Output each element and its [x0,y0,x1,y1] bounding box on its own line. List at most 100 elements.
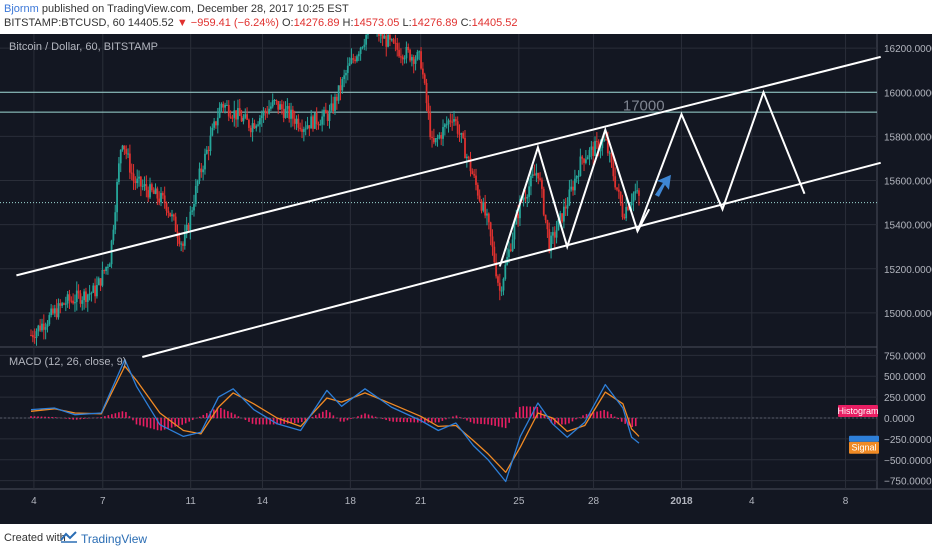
candle-body [200,168,203,173]
candle-body [158,198,161,203]
candle-body [165,203,168,211]
tradingview-brand[interactable]: TradingView [81,532,148,546]
chart-area[interactable]: 16400.000016200.000016000.000015800.0000… [0,34,932,524]
histogram-label: Histogram [837,406,878,416]
candle-body [553,232,556,238]
candle-body [178,237,181,244]
candle-body [337,85,340,101]
candle-body [273,100,276,102]
tradingview-logo-icon [60,531,77,543]
candle-body [566,205,569,209]
drawings: 17000 [16,55,881,358]
candle-body [467,156,470,159]
candle-body [572,186,574,191]
candle-body [623,217,626,219]
candle-body [156,188,159,199]
candle-body [581,156,584,159]
candle-body [495,262,498,277]
candle-body [469,158,472,172]
grid [0,34,932,524]
macd-label-bg [849,435,879,442]
price-chart-title: Bitcoin / Dollar, 60, BITSTAMP [9,41,158,53]
candle-body [411,57,413,61]
candle-body [443,124,446,128]
created-with-text: Created with [4,532,66,544]
candle-body [72,300,75,304]
candle-body [544,214,547,220]
low-value: 14276.89 [411,17,458,29]
candle-body [531,174,534,176]
candle-body [204,153,206,170]
candle-body [584,159,587,163]
candle-body [559,213,562,220]
candle-body [471,171,474,174]
low-label: L: [402,17,412,29]
candle-body [636,190,639,192]
candle-body [539,178,541,180]
candle-body [528,186,530,197]
candle-body [233,110,236,118]
publish-line: Bjornm published on TradingView.com, Dec… [4,3,349,15]
candle-body [251,123,254,133]
candle-body [526,196,529,199]
candle-body [280,104,283,110]
candle-body [90,292,93,294]
candle-body [478,195,481,202]
candle-body [299,127,302,130]
candle-body [268,108,270,114]
candle-body [568,189,571,206]
candle-body [522,197,525,201]
candle-body [218,107,221,118]
price-lines [0,91,877,204]
candle-body [185,224,188,235]
candle-body [196,180,199,186]
candle-body [456,121,459,134]
candle-body [321,116,324,125]
candle-body [328,110,331,121]
candle-body [123,145,126,150]
candle-body [264,110,267,113]
candle-body [356,56,358,62]
candle-body [326,113,329,121]
candle-body [231,117,234,119]
chart-svg[interactable]: 16400.000016200.000016000.000015800.0000… [0,34,932,524]
candle-body [194,185,197,204]
candle-body [149,184,151,198]
candle-body [154,188,157,194]
candle-body [52,308,54,314]
candle-body [304,128,307,130]
candle-body [605,139,607,141]
candle-body [86,294,89,303]
candle-body [161,193,164,196]
candle-body [88,293,91,295]
candle-body [583,158,585,163]
candle-body [112,229,115,241]
candle-body [590,146,593,150]
candle-body [143,184,146,186]
candle-body [310,116,313,129]
candle-body [533,174,536,176]
time-tick-label: 28 [588,496,600,507]
candle-body [248,119,250,128]
candle-body [432,138,435,143]
candle-body [361,46,364,48]
candle-body [535,172,538,176]
author-link[interactable]: Bjornm [4,3,39,15]
candle-body [291,109,294,119]
candle-body [418,51,421,53]
candle-body [108,264,111,267]
candle-body [453,119,455,122]
candle-body [48,315,51,325]
candle-body [489,222,492,237]
candle-body [497,276,499,283]
candle-body [606,139,609,154]
candle-body [502,278,505,291]
candle-body [315,112,318,125]
footer: Created with TradingView [0,524,932,550]
candle-body [257,124,259,126]
candle-body [286,106,289,109]
signal-line [30,365,640,473]
candle-body [389,34,391,40]
time-tick-label: 25 [513,496,525,507]
close-value: 14405.52 [471,17,518,29]
